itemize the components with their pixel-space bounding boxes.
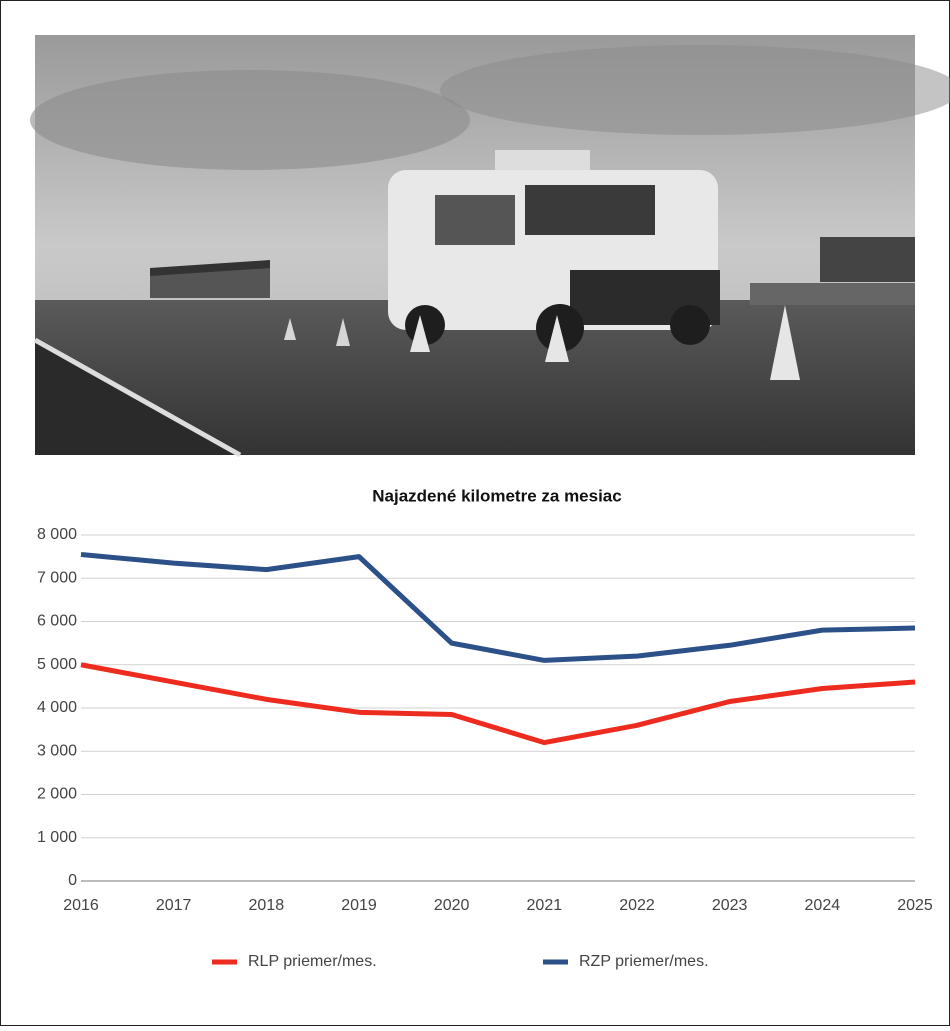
data-line [80,662,916,746]
x-tick-label: 2019 [341,897,377,914]
legend-label: RLP priemer/mes. [248,953,377,970]
chart-title: Najazdené kilometre za mesiac [372,486,621,505]
y-tick-label: 8 000 [37,526,77,543]
y-tick-label: 2 000 [37,786,77,803]
x-tick-label: 2025 [897,897,933,914]
x-tick-label: 2022 [619,897,655,914]
y-tick-label: 1 000 [37,829,77,846]
x-tick-label: 2018 [249,897,285,914]
x-tick-label: 2016 [63,897,99,914]
y-tick-label: 5 000 [37,656,77,673]
y-tick-label: 0 [68,872,77,889]
legend-label: RZP priemer/mes. [579,953,709,970]
y-tick-label: 4 000 [37,699,77,716]
x-tick-label: 2017 [156,897,192,914]
y-tick-label: 7 000 [37,569,77,586]
x-tick-label: 2024 [805,897,841,914]
x-tick-label: 2023 [712,897,748,914]
data-line [80,551,916,663]
y-tick-label: 3 000 [37,742,77,759]
y-tick-label: 6 000 [37,613,77,630]
x-tick-label: 2021 [527,897,563,914]
photo [30,35,950,458]
x-tick-label: 2020 [434,897,470,914]
